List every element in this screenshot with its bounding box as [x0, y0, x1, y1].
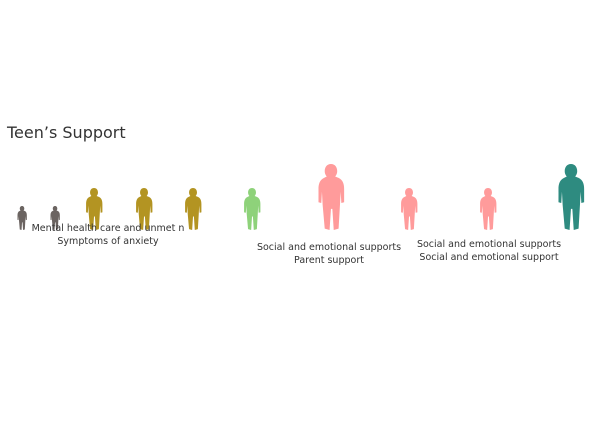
person-icon [558, 164, 585, 230]
caption-line: Social and emotional supports [257, 242, 401, 253]
chart-title: Teen’s Support [6, 123, 126, 142]
person-icon [318, 164, 345, 230]
caption-line: Social and emotional supports [417, 239, 561, 250]
person-icon [50, 206, 60, 230]
person-icon [136, 188, 153, 230]
figures-group [17, 164, 585, 230]
caption-line: Mental health care and unmet n [32, 223, 185, 234]
person-icon [185, 188, 202, 230]
caption-line: Social and emotional support [419, 252, 558, 263]
person-icon [401, 188, 418, 230]
caption-line: Symptoms of anxiety [57, 236, 159, 247]
person-icon [86, 188, 103, 230]
captions-group: Mental health care and unmet n Symptoms o… [32, 223, 561, 266]
person-icon [244, 188, 261, 230]
person-icon [17, 206, 27, 230]
person-icon [480, 188, 497, 230]
caption-line: Parent support [294, 255, 364, 266]
